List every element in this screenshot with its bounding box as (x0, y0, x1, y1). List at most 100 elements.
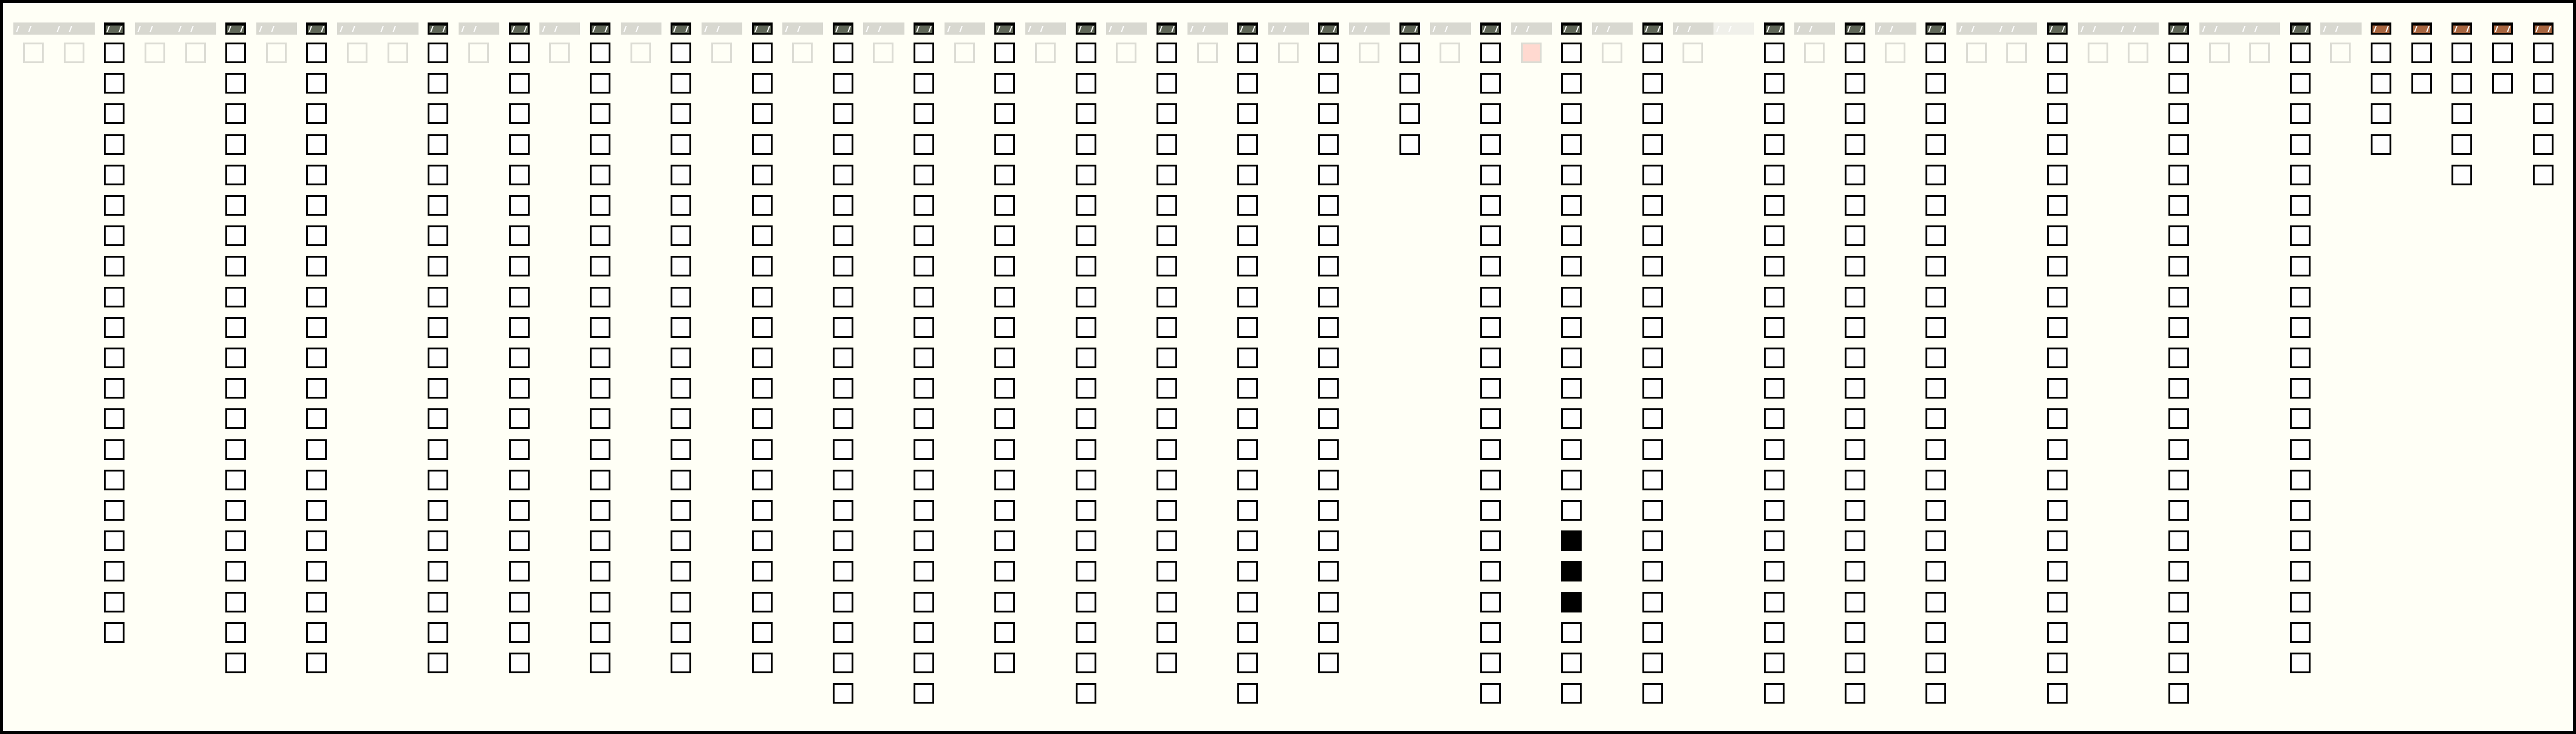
checkbox-cell-c40-r18[interactable] (1642, 591, 1663, 612)
checkbox-cell-c43-r11[interactable] (1763, 378, 1785, 399)
checkbox-cell-c40-r13[interactable] (1642, 439, 1663, 460)
checkbox-cell-c36-r19[interactable] (1480, 622, 1502, 643)
checkbox-cell-c24-r16[interactable] (994, 530, 1016, 552)
checkbox-cell-c24-r4[interactable] (994, 164, 1016, 185)
column-header-38[interactable] (1561, 22, 1582, 35)
checkbox-cell-c12-r4[interactable] (508, 164, 530, 185)
checkbox-cell-c40-r1[interactable] (1642, 73, 1663, 94)
checkbox-cell-c7-r5[interactable] (306, 195, 327, 216)
checkbox-cell-c30-r8[interactable] (1237, 286, 1259, 307)
checkbox-cell-c45-r17[interactable] (1844, 561, 1865, 582)
checkbox-cell-c32-r0[interactable] (1318, 43, 1339, 63)
checked-checkbox-cell-c38-r17[interactable] (1561, 561, 1582, 582)
checkbox-cell-c32-r1[interactable] (1318, 73, 1339, 94)
checkbox-cell-c40-r19[interactable] (1642, 622, 1663, 643)
checkbox-cell-c50-r14[interactable] (2047, 469, 2068, 490)
checkbox-cell-c36-r18[interactable] (1480, 591, 1502, 612)
checkbox-cell-c16-r19[interactable] (671, 622, 692, 643)
checkbox-cell-c26-r11[interactable] (1075, 378, 1096, 399)
checkbox-cell-c53-r4[interactable] (2168, 164, 2189, 185)
checkbox-cell-c53-r6[interactable] (2168, 225, 2189, 247)
checkbox-cell-c26-r12[interactable] (1075, 408, 1096, 430)
checkbox-cell-c50-r4[interactable] (2047, 164, 2068, 185)
checkbox-cell-c45-r8[interactable] (1844, 286, 1865, 307)
checkbox-cell-c16-r5[interactable] (671, 195, 692, 216)
checkbox-cell-c50-r11[interactable] (2047, 378, 2068, 399)
checkbox-cell-c58-r0[interactable] (2371, 43, 2392, 63)
checkbox-cell-c43-r13[interactable] (1763, 439, 1785, 460)
checkbox-cell-c18-r13[interactable] (751, 439, 773, 460)
checkbox-cell-c40-r8[interactable] (1642, 286, 1663, 307)
checkbox-cell-c45-r2[interactable] (1844, 103, 1865, 125)
checkbox-cell-c12-r17[interactable] (508, 561, 530, 582)
checkbox-cell-c61-r1[interactable] (2492, 73, 2513, 94)
checkbox-cell-c53-r14[interactable] (2168, 469, 2189, 490)
checkbox-cell-c5-r0[interactable] (225, 43, 247, 63)
checkbox-cell-c26-r2[interactable] (1075, 103, 1096, 125)
checkbox-cell-c47-r6[interactable] (1925, 225, 1947, 247)
checkbox-cell-c7-r15[interactable] (306, 500, 327, 521)
checkbox-cell-c12-r12[interactable] (508, 408, 530, 430)
checkbox-cell-c45-r15[interactable] (1844, 500, 1865, 521)
checkbox-cell-c12-r10[interactable] (508, 348, 530, 368)
checkbox-cell-c28-r4[interactable] (1156, 164, 1177, 185)
checkbox-cell-c22-r13[interactable] (914, 439, 935, 460)
checkbox-cell-c32-r11[interactable] (1318, 378, 1339, 399)
checkbox-cell-c36-r7[interactable] (1480, 256, 1502, 277)
checkbox-cell-c22-r6[interactable] (914, 225, 935, 247)
checkbox-cell-c30-r16[interactable] (1237, 530, 1259, 552)
checkbox-cell-c56-r19[interactable] (2289, 622, 2311, 643)
checkbox-cell-c16-r14[interactable] (671, 469, 692, 490)
checkbox-cell-c22-r11[interactable] (914, 378, 935, 399)
checkbox-cell-c56-r15[interactable] (2289, 500, 2311, 521)
checkbox-cell-c22-r17[interactable] (914, 561, 935, 582)
checkbox-cell-c24-r8[interactable] (994, 286, 1016, 307)
checkbox-cell-c16-r12[interactable] (671, 408, 692, 430)
checkbox-cell-c7-r7[interactable] (306, 256, 327, 277)
checkbox-cell-c7-r11[interactable] (306, 378, 327, 399)
checkbox-cell-c22-r10[interactable] (914, 348, 935, 368)
checkbox-cell-c56-r3[interactable] (2289, 134, 2311, 155)
checkbox-cell-c45-r0[interactable] (1844, 43, 1865, 63)
checkbox-cell-c2-r3[interactable] (104, 134, 125, 155)
checkbox-cell-c10-r1[interactable] (428, 73, 449, 94)
checkbox-cell-c14-r5[interactable] (589, 195, 610, 216)
column-header-16[interactable] (671, 22, 692, 35)
checkbox-cell-c56-r12[interactable] (2289, 408, 2311, 430)
checkbox-cell-c62-r4[interactable] (2532, 164, 2554, 185)
checkbox-cell-c26-r19[interactable] (1075, 622, 1096, 643)
checkbox-cell-c28-r11[interactable] (1156, 378, 1177, 399)
checkbox-cell-c5-r18[interactable] (225, 591, 247, 612)
checkbox-cell-c47-r18[interactable] (1925, 591, 1947, 612)
checkbox-cell-c40-r11[interactable] (1642, 378, 1663, 399)
checkbox-cell-c12-r11[interactable] (508, 378, 530, 399)
checkbox-cell-c22-r15[interactable] (914, 500, 935, 521)
checkbox-cell-c22-r9[interactable] (914, 317, 935, 338)
checkbox-cell-c10-r11[interactable] (428, 378, 449, 399)
checkbox-cell-c18-r4[interactable] (751, 164, 773, 185)
checkbox-cell-c43-r16[interactable] (1763, 530, 1785, 552)
checkbox-cell-c53-r19[interactable] (2168, 622, 2189, 643)
checkbox-cell-c43-r2[interactable] (1763, 103, 1785, 125)
checkbox-cell-c18-r19[interactable] (751, 622, 773, 643)
checkbox-cell-c40-r9[interactable] (1642, 317, 1663, 338)
checkbox-cell-c7-r19[interactable] (306, 622, 327, 643)
checkbox-cell-c53-r10[interactable] (2168, 348, 2189, 368)
checkbox-cell-c38-r9[interactable] (1561, 317, 1582, 338)
checkbox-cell-c5-r13[interactable] (225, 439, 247, 460)
checkbox-cell-c12-r2[interactable] (508, 103, 530, 125)
column-header-60[interactable] (2451, 22, 2473, 35)
checkbox-cell-c24-r20[interactable] (994, 653, 1016, 673)
checkbox-cell-c38-r8[interactable] (1561, 286, 1582, 307)
checkbox-cell-c53-r21[interactable] (2168, 683, 2189, 704)
checkbox-cell-c45-r11[interactable] (1844, 378, 1865, 399)
checkbox-cell-c10-r10[interactable] (428, 348, 449, 368)
checked-checkbox-cell-c38-r16[interactable] (1561, 530, 1582, 552)
checkbox-cell-c24-r15[interactable] (994, 500, 1016, 521)
checkbox-cell-c14-r3[interactable] (589, 134, 610, 155)
checkbox-cell-c53-r1[interactable] (2168, 73, 2189, 94)
checkbox-cell-c20-r15[interactable] (832, 500, 853, 521)
checkbox-cell-c22-r21[interactable] (914, 683, 935, 704)
checkbox-cell-c18-r14[interactable] (751, 469, 773, 490)
checkbox-cell-c47-r10[interactable] (1925, 348, 1947, 368)
